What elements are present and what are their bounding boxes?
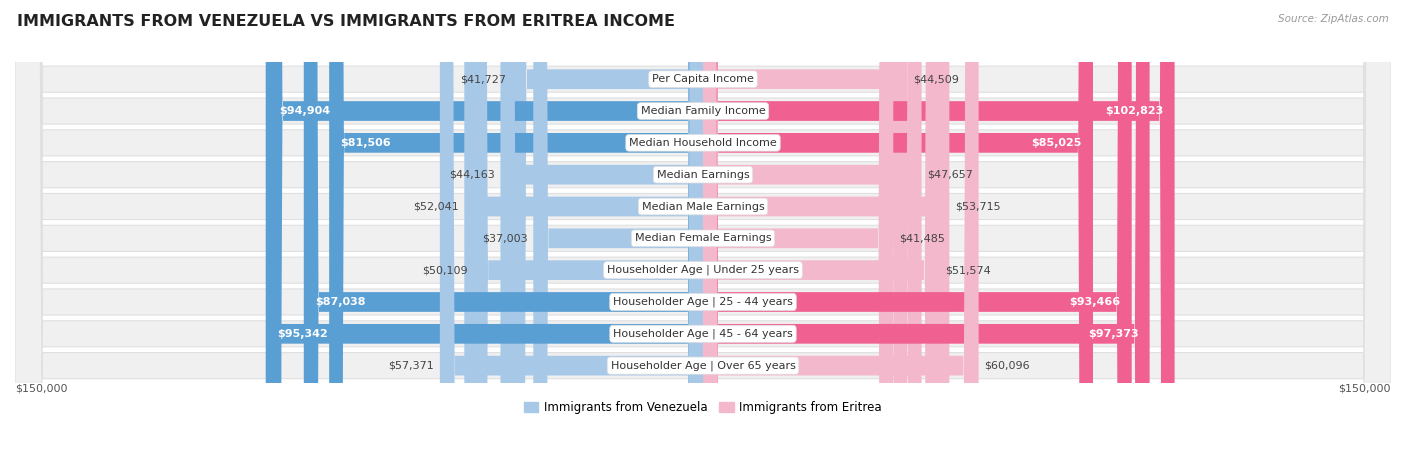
- FancyBboxPatch shape: [703, 0, 949, 467]
- Legend: Immigrants from Venezuela, Immigrants from Eritrea: Immigrants from Venezuela, Immigrants fr…: [519, 396, 887, 419]
- Text: $94,904: $94,904: [278, 106, 330, 116]
- Text: $44,163: $44,163: [449, 170, 495, 180]
- FancyBboxPatch shape: [15, 0, 1391, 467]
- FancyBboxPatch shape: [266, 0, 703, 467]
- FancyBboxPatch shape: [15, 0, 1391, 467]
- Text: Median Female Earnings: Median Female Earnings: [634, 234, 772, 243]
- FancyBboxPatch shape: [15, 0, 1391, 467]
- FancyBboxPatch shape: [703, 0, 907, 467]
- Text: Median Household Income: Median Household Income: [628, 138, 778, 148]
- FancyBboxPatch shape: [15, 0, 1391, 467]
- Text: $41,485: $41,485: [898, 234, 945, 243]
- FancyBboxPatch shape: [464, 0, 703, 467]
- FancyBboxPatch shape: [440, 0, 703, 467]
- FancyBboxPatch shape: [533, 0, 703, 467]
- Text: $44,509: $44,509: [912, 74, 959, 84]
- Text: Householder Age | Over 65 years: Householder Age | Over 65 years: [610, 361, 796, 371]
- Text: $51,574: $51,574: [945, 265, 991, 275]
- Text: $37,003: $37,003: [482, 234, 527, 243]
- FancyBboxPatch shape: [15, 0, 1391, 467]
- Text: $87,038: $87,038: [315, 297, 366, 307]
- FancyBboxPatch shape: [304, 0, 703, 467]
- FancyBboxPatch shape: [329, 0, 703, 467]
- Text: Median Male Earnings: Median Male Earnings: [641, 201, 765, 212]
- Text: $150,000: $150,000: [15, 383, 67, 393]
- Text: $50,109: $50,109: [422, 265, 468, 275]
- Text: Householder Age | 25 - 44 years: Householder Age | 25 - 44 years: [613, 297, 793, 307]
- FancyBboxPatch shape: [501, 0, 703, 467]
- Text: Median Earnings: Median Earnings: [657, 170, 749, 180]
- Text: $60,096: $60,096: [984, 361, 1029, 371]
- Text: $57,371: $57,371: [388, 361, 434, 371]
- Text: $47,657: $47,657: [927, 170, 973, 180]
- FancyBboxPatch shape: [267, 0, 703, 467]
- FancyBboxPatch shape: [15, 0, 1391, 467]
- Text: $93,466: $93,466: [1070, 297, 1121, 307]
- FancyBboxPatch shape: [703, 0, 979, 467]
- Text: Median Family Income: Median Family Income: [641, 106, 765, 116]
- FancyBboxPatch shape: [703, 0, 893, 467]
- Text: $150,000: $150,000: [1339, 383, 1391, 393]
- Text: Source: ZipAtlas.com: Source: ZipAtlas.com: [1278, 14, 1389, 24]
- FancyBboxPatch shape: [703, 0, 921, 467]
- Text: Householder Age | Under 25 years: Householder Age | Under 25 years: [607, 265, 799, 276]
- FancyBboxPatch shape: [703, 0, 1092, 467]
- FancyBboxPatch shape: [703, 0, 1150, 467]
- Text: $95,342: $95,342: [277, 329, 328, 339]
- FancyBboxPatch shape: [474, 0, 703, 467]
- FancyBboxPatch shape: [15, 0, 1391, 467]
- Text: $53,715: $53,715: [955, 201, 1001, 212]
- FancyBboxPatch shape: [15, 0, 1391, 467]
- FancyBboxPatch shape: [512, 0, 703, 467]
- FancyBboxPatch shape: [703, 0, 1174, 467]
- Text: $81,506: $81,506: [340, 138, 391, 148]
- Text: $85,025: $85,025: [1032, 138, 1083, 148]
- FancyBboxPatch shape: [703, 0, 939, 467]
- FancyBboxPatch shape: [15, 0, 1391, 467]
- Text: $102,823: $102,823: [1105, 106, 1164, 116]
- Text: $97,373: $97,373: [1088, 329, 1139, 339]
- Text: $41,727: $41,727: [460, 74, 506, 84]
- Text: IMMIGRANTS FROM VENEZUELA VS IMMIGRANTS FROM ERITREA INCOME: IMMIGRANTS FROM VENEZUELA VS IMMIGRANTS …: [17, 14, 675, 29]
- FancyBboxPatch shape: [703, 0, 1132, 467]
- Text: Per Capita Income: Per Capita Income: [652, 74, 754, 84]
- Text: Householder Age | 45 - 64 years: Householder Age | 45 - 64 years: [613, 329, 793, 339]
- Text: $52,041: $52,041: [413, 201, 458, 212]
- FancyBboxPatch shape: [15, 0, 1391, 467]
